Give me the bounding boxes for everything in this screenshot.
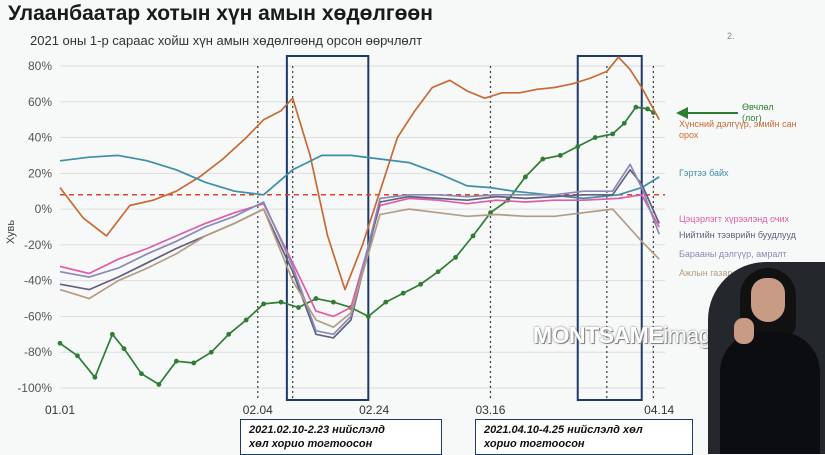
- lockdown-period-box: [285, 55, 370, 401]
- annotation-feb-line2: хөл хорио тогтоосон: [249, 438, 373, 450]
- series-line: [59, 154, 660, 200]
- data-point: [418, 281, 424, 287]
- data-point: [92, 374, 98, 380]
- chart-subtitle: 2021 оны 1-р сараас хойш хүн амын хөдөлг…: [30, 33, 423, 48]
- legend-label: Хүнсний дэлгүүр, эмийн сан орох: [679, 119, 797, 140]
- y-tick-label: -40%: [24, 274, 52, 288]
- data-point: [109, 331, 115, 337]
- data-point: [621, 120, 627, 126]
- x-tick-label: 01.01: [45, 403, 75, 417]
- sign-language-interpreter-image: [708, 262, 825, 454]
- data-point: [173, 358, 179, 364]
- y-tick-label: -60%: [24, 309, 52, 323]
- legend-label: Өвчлөл (лог): [742, 102, 774, 123]
- slide-mark: 2.: [727, 31, 735, 41]
- y-tick-label: -80%: [24, 345, 52, 359]
- data-point: [383, 299, 389, 305]
- y-axis-label: Хувь: [5, 220, 17, 244]
- data-point: [522, 174, 528, 180]
- x-axis-ticks: 01.01 02.04 02.24 03.16 04.14: [45, 403, 675, 417]
- data-point: [296, 305, 301, 310]
- data-point: [365, 314, 371, 319]
- watermark: MONTSAMEimages: [533, 322, 735, 349]
- y-tick-label: 80%: [28, 59, 52, 73]
- interpreter-body: [720, 332, 820, 454]
- legend-label: Цэцэрлэгт хүрээлэнд очих: [679, 214, 790, 224]
- x-tick-label: 04.14: [644, 403, 674, 417]
- data-point: [435, 269, 441, 275]
- data-point: [226, 331, 232, 337]
- data-point: [208, 349, 214, 355]
- y-tick-label: -20%: [24, 238, 52, 252]
- data-point: [400, 290, 406, 296]
- legend-label: Нийтийн тээврийн буудлууд: [679, 230, 797, 240]
- legend-labels: Өвчлөл (лог)Хүнсний дэлгүүр, эмийн сан оро…: [679, 102, 797, 278]
- y-tick-label: 0%: [35, 202, 53, 216]
- annotation-apr-line1: 2021.04.10-4.25 нийслэлд хөл: [484, 424, 643, 436]
- legend-label: Гэртээ байх: [679, 168, 729, 178]
- series-line: [59, 208, 660, 329]
- data-point: [470, 233, 476, 239]
- data-point: [575, 144, 581, 149]
- watermark-bold: MONTSAME: [533, 322, 664, 348]
- arrowhead-icon: [676, 107, 688, 119]
- vertical-marker-lines: [257, 66, 655, 400]
- legend-label: Барааны дэлгүүр, амралт: [679, 249, 787, 259]
- data-point: [645, 106, 650, 112]
- data-point: [557, 153, 563, 158]
- legend-label: Ажлын газар: [679, 268, 732, 278]
- data-point: [75, 353, 80, 359]
- chart-title: Улаанбаатар хотын хүн амын хөдөлгөөн: [8, 2, 433, 25]
- annotation-box-apr: 2021.04.10-4.25 нийслэлд хөл хорио тогто…: [475, 419, 693, 455]
- data-point: [540, 156, 546, 162]
- data-point: [261, 301, 267, 307]
- y-tick-label: 20%: [28, 166, 52, 180]
- interpreter-hand: [734, 318, 754, 344]
- x-tick-label: 02.04: [243, 403, 273, 417]
- data-point: [488, 210, 493, 216]
- data-point: [156, 382, 162, 387]
- data-point: [453, 255, 458, 260]
- data-point: [121, 346, 127, 352]
- data-point: [331, 299, 336, 305]
- annotation-feb-line1: 2021.02.10-2.23 нийслэлд: [249, 424, 385, 436]
- series-lines: [57, 56, 660, 387]
- data-point: [610, 131, 616, 137]
- data-point: [313, 296, 319, 301]
- data-point: [139, 371, 144, 377]
- y-tick-label: 60%: [28, 95, 52, 109]
- annotation-box-feb: 2021.02.10-2.23 нийслэлд хөл хорио тогто…: [240, 419, 442, 455]
- data-point: [592, 135, 598, 140]
- data-point: [191, 360, 197, 366]
- data-point: [633, 104, 639, 110]
- y-tick-label: -100%: [17, 381, 52, 395]
- interpreter-face: [751, 278, 785, 322]
- series-line: [59, 163, 660, 336]
- y-tick-label: 40%: [28, 131, 52, 145]
- data-point: [57, 340, 63, 346]
- y-axis-ticks: 80% 60% 40% 20% 0% -20% -40% -60% -80% -100%: [17, 59, 52, 395]
- data-point: [278, 299, 284, 305]
- series-line: [59, 56, 660, 291]
- annotation-apr-line2: хорио тогтоосон: [484, 438, 585, 450]
- lockdown-period-box: [576, 55, 643, 401]
- grid-lines: [60, 65, 665, 389]
- series-line: [59, 193, 660, 318]
- x-tick-label: 03.16: [475, 403, 505, 417]
- x-tick-label: 02.24: [359, 403, 389, 417]
- data-point: [243, 317, 249, 323]
